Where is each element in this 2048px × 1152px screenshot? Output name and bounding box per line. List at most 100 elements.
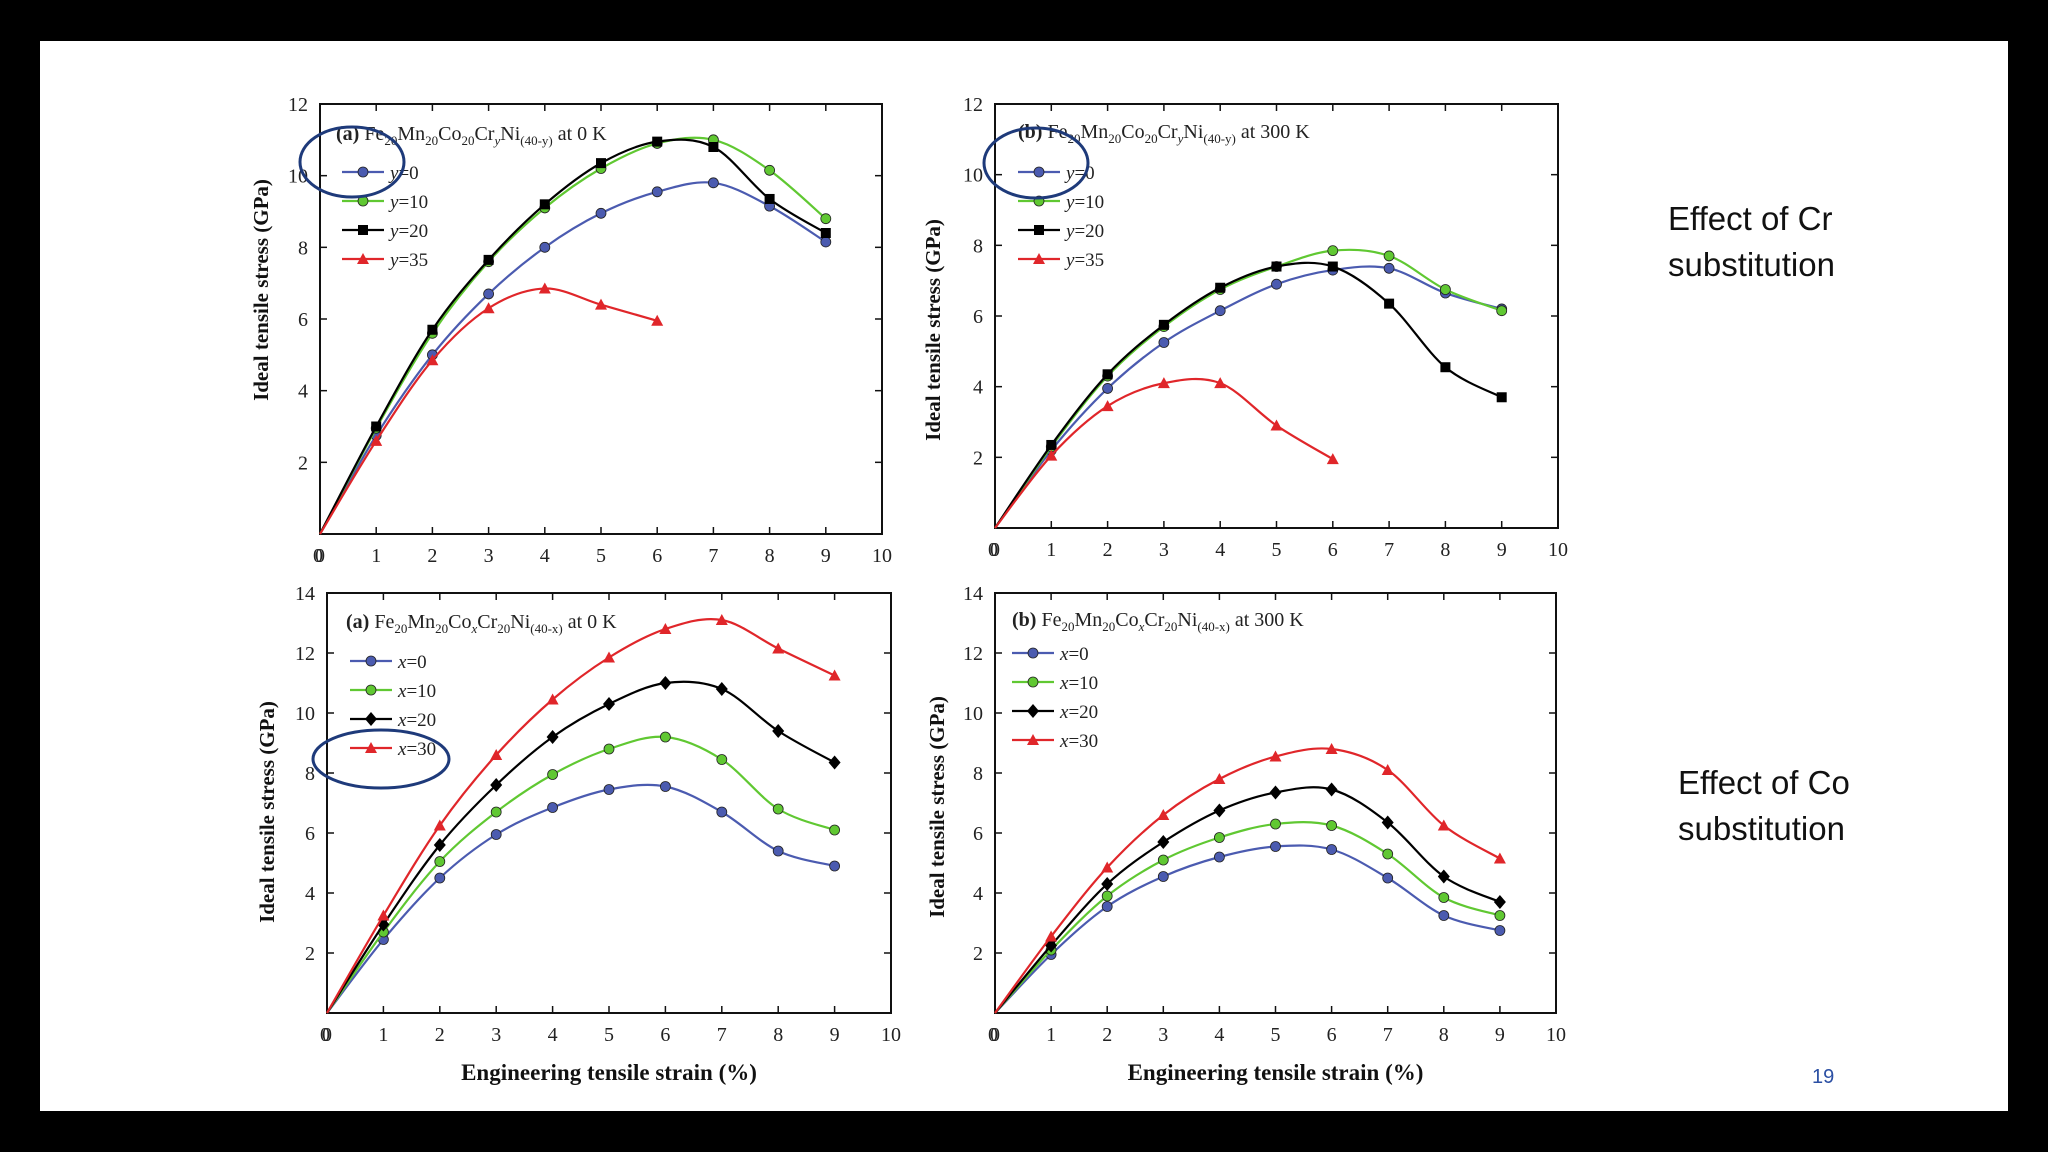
data-point-series-3	[1437, 869, 1450, 884]
data-point-series-4	[490, 749, 503, 760]
y-tick-label: 0	[988, 1024, 998, 1046]
legend-label: y=10	[1064, 192, 1104, 213]
data-point-series-3	[1101, 877, 1114, 891]
highlight-ellipse	[311, 728, 451, 790]
y-tick-label: 4	[973, 883, 983, 905]
data-point-series-2	[1383, 250, 1395, 262]
legend-label: y=35	[1064, 250, 1104, 271]
x-tick-label: 5	[596, 545, 606, 567]
data-point-series-4	[828, 669, 841, 681]
x-tick-label: 10	[1548, 539, 1568, 561]
data-point-series-1	[1326, 844, 1337, 855]
data-point-series-3	[1215, 282, 1226, 293]
data-point-series-2	[547, 769, 558, 780]
data-point-series-2	[1440, 284, 1451, 295]
y-tick-label: 4	[298, 381, 308, 403]
data-point-series-2	[1438, 892, 1450, 903]
data-point-series-3	[708, 142, 719, 152]
x-tick-label: 10	[1546, 1024, 1566, 1046]
data-point-series-4	[1493, 852, 1506, 864]
data-point-series-1	[434, 872, 446, 884]
series-line-1	[326, 783, 835, 1014]
y-tick-label: 2	[298, 452, 308, 474]
data-point-series-2	[764, 164, 775, 176]
data-point-series-3	[596, 158, 606, 169]
y-tick-label: 12	[963, 94, 983, 116]
x-tick-label: 3	[1158, 1024, 1168, 1046]
data-point-series-3	[1046, 439, 1057, 450]
y-tick-label: 0	[313, 545, 323, 567]
x-tick-label: 2	[435, 1024, 445, 1046]
data-point-series-3	[1496, 392, 1507, 403]
x-tick-label: 0	[990, 1024, 1000, 1046]
x-tick-label: 3	[1159, 539, 1169, 561]
legend-label: x=20	[1059, 702, 1098, 723]
data-point-series-3	[490, 778, 503, 792]
legend-label: y=20	[1064, 221, 1104, 242]
data-point-series-2	[603, 743, 615, 755]
series-line-3	[994, 786, 1501, 1014]
x-tick-label: 9	[1497, 539, 1507, 561]
data-point-series-2	[1101, 890, 1113, 902]
series-line-3	[994, 261, 1503, 529]
data-point-series-3	[483, 254, 494, 265]
data-point-series-3	[1384, 298, 1395, 309]
legend-marker	[1033, 166, 1045, 178]
y-axis-label: Ideal tensile stress (GPa)	[925, 696, 949, 918]
data-point-series-3	[820, 228, 831, 238]
slide-background	[40, 41, 2008, 1111]
x-tick-label: 2	[1102, 1024, 1112, 1046]
data-point-series-3	[1381, 815, 1394, 830]
legend-marker	[1027, 734, 1039, 745]
data-point-series-1	[1102, 383, 1113, 394]
data-point-series-3	[659, 676, 672, 690]
x-tick-label: 0	[315, 545, 325, 567]
legend-marker	[357, 253, 369, 264]
data-point-series-3	[828, 755, 841, 770]
data-point-series-1	[820, 236, 832, 248]
y-tick-label: 6	[305, 823, 315, 845]
x-tick-label: 4	[1214, 1024, 1224, 1046]
data-point-series-2	[1157, 854, 1169, 866]
data-point-series-4	[1045, 449, 1058, 461]
label-co-substitution: Effect of Co substitution	[1678, 764, 1850, 847]
y-tick-label: 2	[973, 447, 983, 469]
legend-label: x=10	[1059, 673, 1098, 694]
chart-title: (a) Fe20Mn20CoxCr20Ni(40-x) at 0 K	[346, 611, 617, 636]
data-point-series-2	[1496, 305, 1508, 317]
data-point-series-1	[660, 781, 671, 792]
series-line-1	[994, 844, 1501, 1014]
y-tick-label: 8	[305, 763, 315, 785]
data-point-series-3	[1440, 362, 1451, 373]
x-tick-label: 3	[484, 545, 494, 567]
y-tick-label: 4	[973, 377, 983, 399]
legend-label: x=20	[397, 710, 436, 731]
x-tick-label: 6	[1327, 1024, 1337, 1046]
data-point-series-3	[433, 838, 446, 852]
data-point-series-3	[1271, 261, 1282, 272]
data-point-series-3	[1269, 785, 1282, 800]
data-point-series-4	[1437, 819, 1450, 831]
data-point-series-1	[1101, 901, 1113, 912]
y-tick-label: 8	[973, 763, 983, 785]
data-point-series-4	[1381, 764, 1394, 775]
y-tick-label: 8	[973, 235, 983, 257]
chart-title: (b) Fe20Mn20Co20CryNi(40-y) at 300 K	[1018, 121, 1310, 146]
data-point-series-2	[829, 824, 840, 836]
x-tick-label: 2	[427, 545, 437, 567]
highlight-ellipse	[982, 126, 1090, 200]
y-tick-label: 0	[988, 539, 998, 561]
data-point-series-4	[1101, 400, 1114, 412]
legend-marker	[357, 166, 369, 178]
x-tick-label: 6	[1328, 539, 1338, 561]
data-point-series-1	[651, 186, 663, 198]
data-point-series-4	[1326, 453, 1339, 465]
legend-marker	[365, 655, 377, 667]
legend-label: x=30	[397, 739, 436, 760]
y-tick-label: 12	[963, 643, 983, 665]
y-axis-label: Ideal tensile stress (GPa)	[249, 179, 273, 401]
x-tick-label: 9	[830, 1024, 840, 1046]
data-point-series-3	[772, 724, 785, 738]
